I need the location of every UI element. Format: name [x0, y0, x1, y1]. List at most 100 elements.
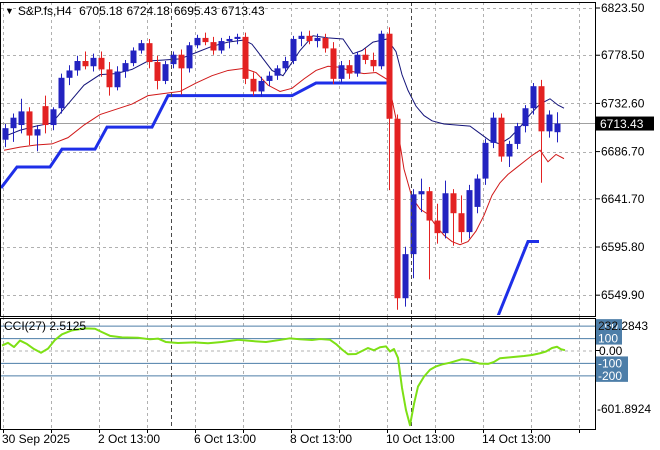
candle-bull	[170, 54, 177, 65]
current-price-tag	[596, 116, 654, 131]
current-price-tag-text: 6713.43	[600, 117, 644, 131]
candle-bull	[410, 194, 417, 255]
step-line	[1, 81, 539, 315]
candle-bear	[202, 37, 209, 43]
cci-line	[1, 327, 566, 427]
time-axis: 30 Sep 2025 2 Oct 13:00 6 Oct 13:00 8 Oct 1…	[2, 432, 551, 446]
candle-bull	[314, 37, 321, 42]
candle-bull	[194, 37, 201, 46]
candle-bear	[106, 69, 113, 88]
price-axis-label: 6549.90	[601, 288, 645, 302]
candle-bull	[378, 33, 385, 67]
candle-bull	[114, 71, 121, 88]
candle-bull	[466, 190, 473, 233]
candle-bull	[482, 142, 489, 179]
candle-bear	[42, 106, 49, 126]
candle-bull	[554, 123, 561, 133]
price-axis-label: 6595.80	[601, 240, 645, 254]
candle-bull	[402, 254, 409, 299]
ma-fast-line	[3, 35, 565, 145]
candle-bull	[290, 38, 297, 62]
candle-bull	[442, 193, 449, 234]
candle-bull	[266, 75, 273, 81]
candle-bear	[178, 54, 185, 69]
candle-bear	[210, 42, 217, 51]
svg-text:-200: -200	[598, 369, 622, 383]
candles	[2, 27, 561, 310]
candle-bear	[98, 57, 105, 70]
cci-level-badge	[596, 368, 628, 382]
candle-bull	[66, 70, 73, 78]
candle-bull	[338, 65, 345, 79]
ma-slow-line	[3, 65, 565, 246]
candle-bull	[58, 77, 65, 109]
cci-indicator-label: CCI(27) 2.5125	[4, 319, 87, 333]
main-pane-border	[0, 2, 596, 317]
candle-bull	[138, 43, 145, 51]
candle-bull	[90, 57, 97, 67]
candle-bull	[74, 61, 81, 71]
time-axis-label: 6 Oct 13:00	[194, 432, 256, 446]
candle-bear	[394, 118, 401, 299]
time-axis-label: 2 Oct 13:00	[98, 432, 160, 446]
candle-bull	[234, 36, 241, 39]
price-axis-label: 6823.50	[601, 1, 645, 15]
candle-bear	[154, 62, 161, 81]
candle-bull	[522, 108, 529, 127]
cci-level-badge	[596, 319, 622, 333]
candle-bull	[226, 38, 233, 42]
time-axis-label: 14 Oct 13:00	[482, 432, 551, 446]
candle-bull	[122, 63, 129, 72]
price-axis: 6823.50 6778.50 6732.60 6686.70 6641.70 6595.…	[595, 1, 654, 302]
gridlines	[1, 2, 595, 433]
candle-bull	[258, 80, 265, 92]
svg-text:-100: -100	[598, 356, 622, 370]
price-axis-label: 6686.70	[601, 145, 645, 159]
candle-bull	[354, 54, 361, 74]
candle-bull	[18, 111, 25, 126]
candle-bull	[186, 45, 193, 69]
price-axis-label: 6641.70	[601, 192, 645, 206]
candle-bull	[514, 126, 521, 144]
price-axis-label: 6732.60	[601, 96, 645, 110]
candle-bear	[250, 78, 257, 92]
candle-bear	[538, 86, 545, 132]
cci-max-label: 232.2843	[598, 319, 648, 333]
cci-pane-border	[0, 318, 596, 430]
candle-bear	[498, 117, 505, 157]
candle-bull	[50, 109, 57, 126]
candle-bear	[450, 193, 457, 214]
candle-bull	[490, 117, 497, 143]
candle-bear	[426, 191, 433, 221]
candle-bear	[26, 111, 33, 136]
candle-bear	[242, 36, 249, 79]
time-axis-label: 8 Oct 13:00	[290, 432, 352, 446]
candle-bull	[130, 50, 137, 64]
symbol-dropdown-icon[interactable]: ▼	[5, 6, 14, 16]
cci-level-badge	[596, 356, 628, 370]
candle-bull	[274, 68, 281, 76]
cci-level-lines	[1, 325, 595, 377]
symbol-ohlc-bar: ▼ S&P.fs,H4 6705.18 6724.18 6695.43 6713.43	[5, 4, 269, 18]
candle-bear	[370, 59, 377, 67]
candle-bull	[474, 178, 481, 207]
open-value: 6705.18	[79, 4, 123, 18]
candle-bear	[330, 48, 337, 79]
candle-bull	[10, 117, 17, 129]
cci-min-label: -601.8924	[597, 402, 651, 416]
price-axis-label: 6778.50	[601, 48, 645, 62]
candle-bull	[418, 191, 425, 195]
svg-text:100: 100	[598, 332, 618, 346]
candle-bear	[362, 54, 369, 60]
candle-bear	[434, 220, 441, 234]
time-axis-label: 10 Oct 13:00	[386, 432, 455, 446]
week-separators	[171, 2, 412, 429]
candle-bull	[218, 41, 225, 51]
candle-bull	[34, 129, 41, 136]
candle-bear	[458, 213, 465, 233]
close-value: 6713.43	[221, 4, 265, 18]
candle-bear	[306, 35, 313, 42]
